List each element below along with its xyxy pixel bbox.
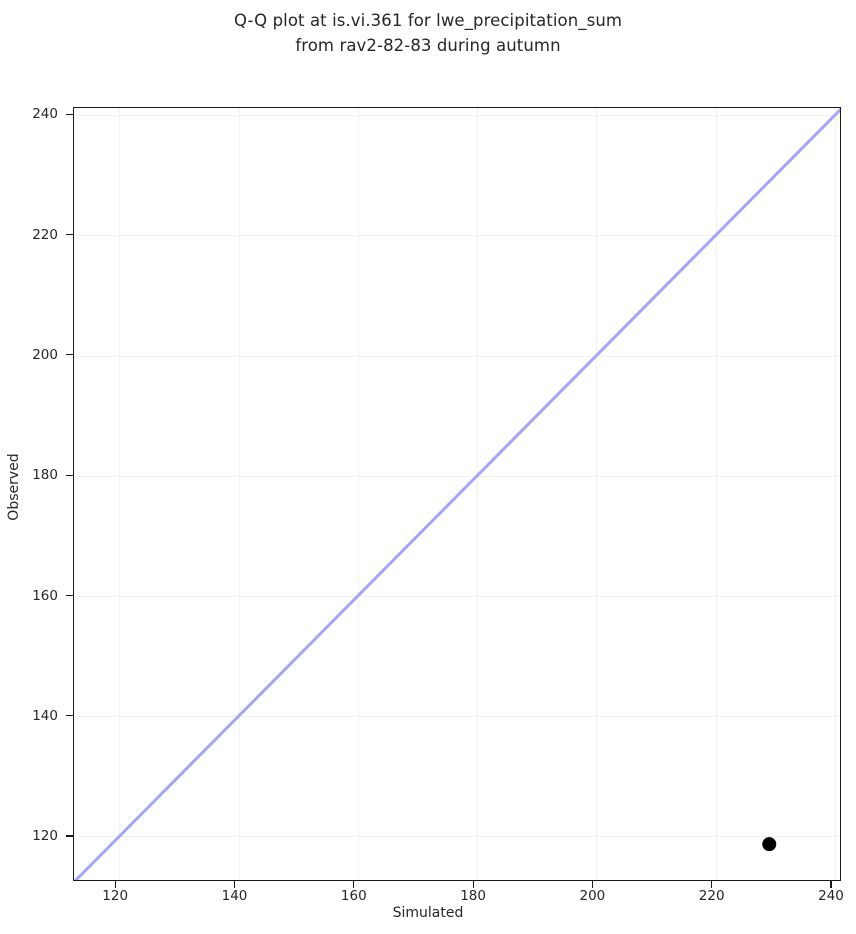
data-layer xyxy=(74,108,840,880)
xtick-label: 200 xyxy=(579,888,606,904)
ytick-label-group: 120 140 160 180 200 220 240 xyxy=(0,0,58,934)
plot-axes-area xyxy=(73,107,841,881)
ytick-mark xyxy=(66,354,73,356)
scatter-point xyxy=(762,837,777,852)
gridline-vertical xyxy=(596,108,598,880)
xtick-label: 140 xyxy=(221,888,248,904)
xtick-label: 240 xyxy=(818,888,844,904)
xtick-mark xyxy=(711,881,713,888)
ytick-mark xyxy=(66,715,73,717)
ytick-label: 240 xyxy=(32,106,58,123)
gridline-vertical xyxy=(357,108,359,880)
gridline-vertical xyxy=(715,108,717,880)
ytick-label: 220 xyxy=(32,226,58,243)
grid-layer xyxy=(74,108,840,880)
gridline-horizontal xyxy=(74,475,840,477)
one-to-one-reference-line xyxy=(74,108,840,880)
gridline-vertical xyxy=(238,108,240,880)
ytick-label: 180 xyxy=(32,467,58,484)
ytick-mark xyxy=(66,594,73,597)
xtick-label: 160 xyxy=(340,888,367,904)
gridline-horizontal xyxy=(74,235,840,237)
xtick-mark xyxy=(353,881,355,888)
ytick-label: 120 xyxy=(32,828,58,844)
ytick-mark xyxy=(66,113,73,115)
ytick-mark xyxy=(66,474,73,476)
xtick-mark xyxy=(114,881,116,888)
ytick-label: 200 xyxy=(32,346,58,363)
xtick-mark xyxy=(233,881,236,888)
gridline-horizontal xyxy=(74,595,840,598)
ytick-mark xyxy=(66,835,73,837)
xtick-mark xyxy=(472,881,474,888)
ytick-label: 160 xyxy=(32,587,58,604)
xtick-mark xyxy=(830,881,832,888)
x-axis-label: Simulated xyxy=(392,905,464,921)
chart-title: Q-Q plot at is.vi.361 for lwe_precipitat… xyxy=(233,11,623,55)
xtick-label: 180 xyxy=(460,888,486,904)
plot-data-svg xyxy=(74,108,840,880)
xtick-mark xyxy=(591,881,593,888)
gridline-horizontal xyxy=(74,355,840,357)
y-axis-label: Observed xyxy=(6,453,22,521)
gridline-horizontal xyxy=(74,836,840,838)
xtick-label: 120 xyxy=(102,888,129,904)
gridline-horizontal xyxy=(74,716,840,718)
ytick-mark xyxy=(66,234,73,236)
gridline-vertical xyxy=(477,108,479,880)
gridline-horizontal xyxy=(74,115,840,117)
xtick-label: 220 xyxy=(698,888,725,904)
gridline-vertical xyxy=(119,108,121,880)
gridline-vertical xyxy=(834,108,836,880)
ytick-label: 140 xyxy=(32,707,58,724)
